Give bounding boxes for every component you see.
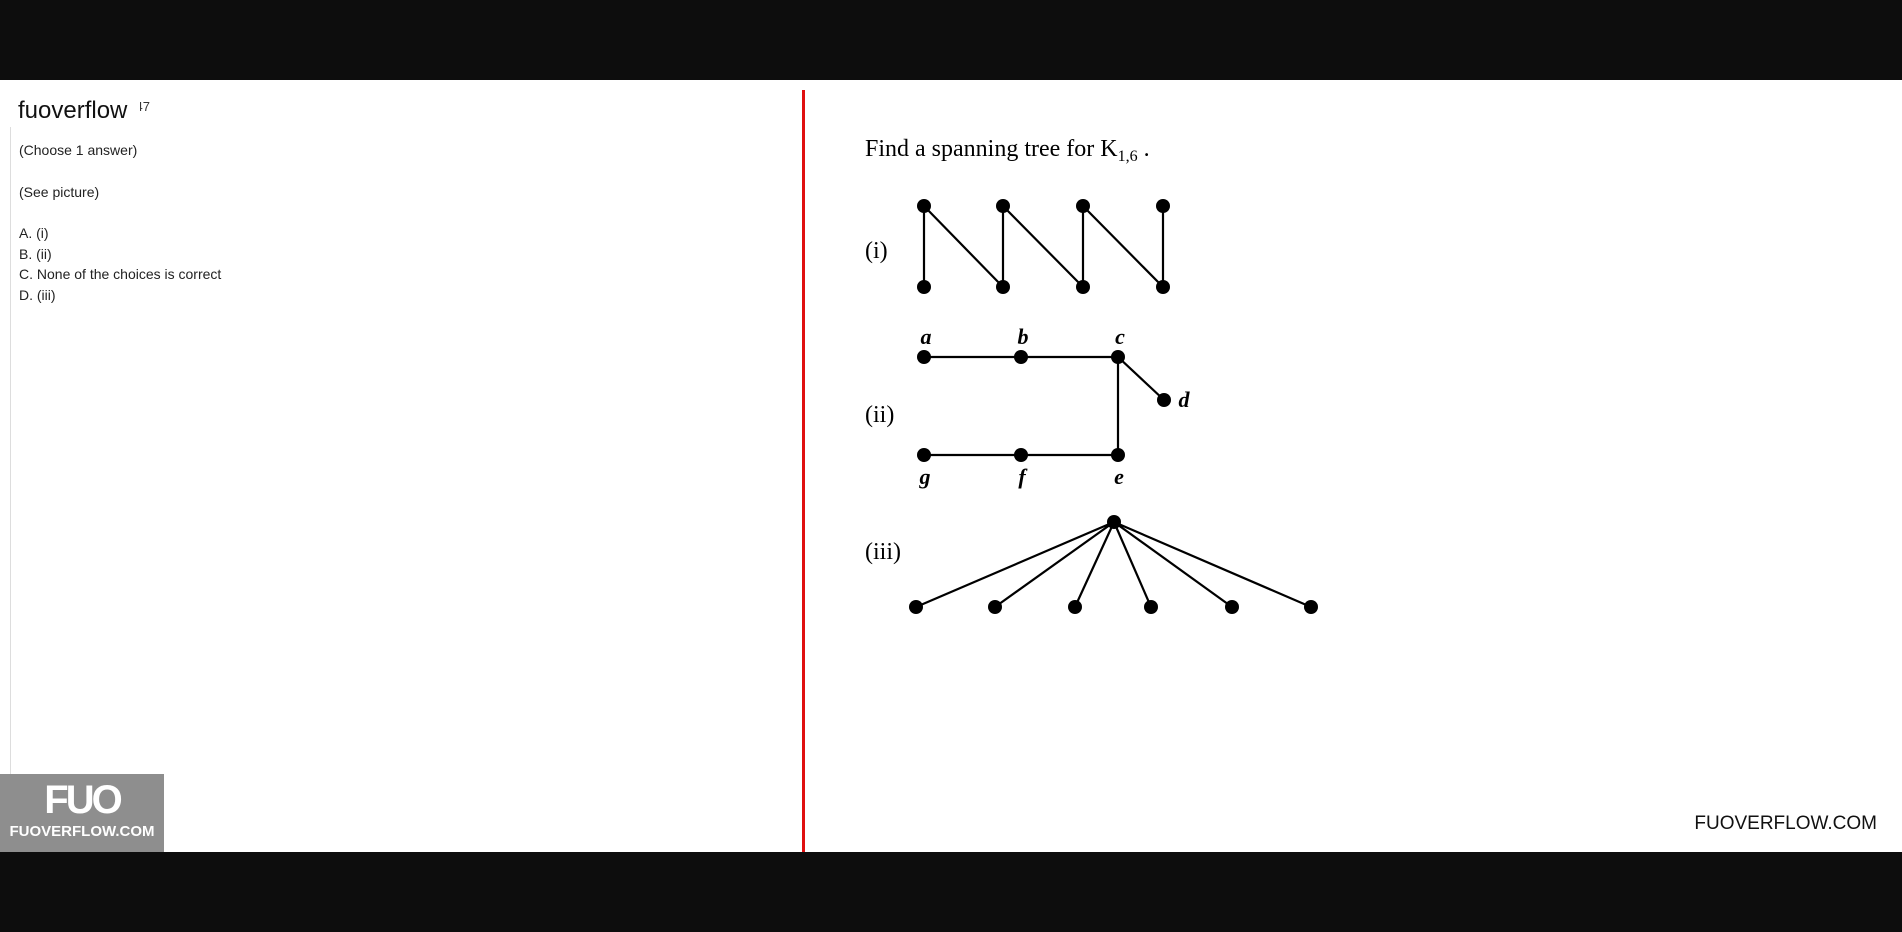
title-end: . <box>1144 136 1150 162</box>
instruction: (Choose 1 answer) <box>19 142 138 158</box>
node-label: c <box>1115 324 1125 349</box>
option[interactable]: D. (iii) <box>19 287 56 303</box>
graph-label: (i) <box>865 238 888 264</box>
option[interactable]: B. (ii) <box>19 246 52 262</box>
graph-label: (ii) <box>865 402 894 428</box>
left-border <box>10 127 11 852</box>
node-label: b <box>1018 324 1029 349</box>
divider <box>802 90 805 852</box>
watermark-site: FUOVERFLOW.COM <box>9 823 155 840</box>
node-label: a <box>921 324 932 349</box>
node-label: g <box>919 464 931 489</box>
title-text: Find a spanning tree for K <box>865 136 1118 162</box>
watermark: FUO FUOVERFLOW.COM <box>0 774 164 852</box>
option[interactable]: A. (i) <box>19 225 49 241</box>
node-label: e <box>1114 464 1124 489</box>
node-label: f <box>1018 464 1028 489</box>
title-subscript: 1,6 <box>1118 148 1138 165</box>
option[interactable]: C. None of the choices is correct <box>19 266 222 282</box>
watermark-logo: FUO <box>44 778 122 822</box>
node-label: d <box>1179 387 1191 412</box>
edges <box>915 205 1312 609</box>
viewer: 47 fuoverflow (Choose 1 answer) (See pic… <box>0 80 1902 852</box>
brand: fuoverflow <box>18 97 134 125</box>
nodes <box>909 199 1318 614</box>
figure-title: Find a spanning tree for K1,6. <box>865 136 1150 165</box>
counter: 47 <box>140 99 150 114</box>
graph-label: (iii) <box>865 539 901 565</box>
footer-site: FUOVERFLOW.COM <box>1694 813 1877 834</box>
node-labels: a b c d e f g <box>919 324 1191 489</box>
prompt: (See picture) <box>19 184 100 200</box>
